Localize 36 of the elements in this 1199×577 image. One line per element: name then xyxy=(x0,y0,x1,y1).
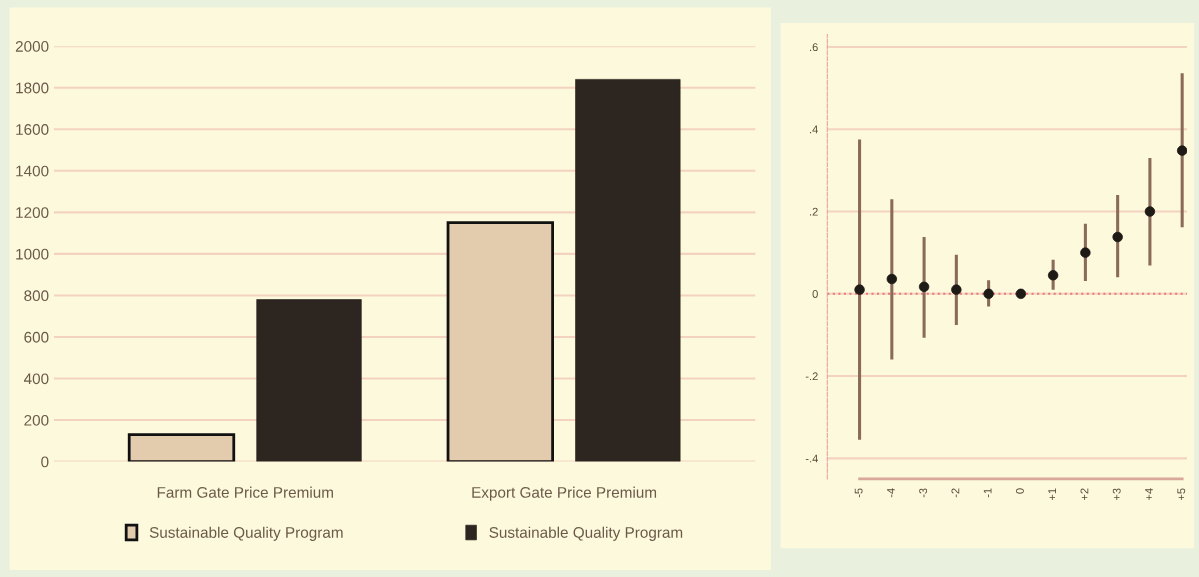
bar xyxy=(256,299,362,462)
x-tick-label: Export Gate Price Premium xyxy=(472,486,657,501)
y-tick-label: 600 xyxy=(24,331,49,343)
x-tick-label: -3 xyxy=(919,488,928,498)
x-tick-label: -2 xyxy=(951,488,960,498)
x-tick-label: -4 xyxy=(887,488,895,498)
x-tick-label: +2 xyxy=(1080,488,1089,501)
y-tick-label: 2000 xyxy=(15,41,49,52)
x-tick-label: +4 xyxy=(1145,488,1153,501)
y-tick-label: 1000 xyxy=(16,248,49,260)
bar xyxy=(127,433,236,462)
y-tick-label: 1400 xyxy=(16,165,49,177)
y-tick-label: .6 xyxy=(810,43,818,52)
x-tick-label: 0 xyxy=(1015,488,1024,494)
x-tick-label: -1 xyxy=(983,488,992,498)
y-tick-label: 0 xyxy=(812,290,818,298)
x-tick-label: +3 xyxy=(1112,488,1121,501)
x-tick-label: +5 xyxy=(1177,488,1186,501)
y-tick-label: 400 xyxy=(23,373,49,385)
y-tick-label: 1800 xyxy=(16,82,49,94)
legend-label: Sustainable Quality Program xyxy=(149,526,343,541)
y-tick-label: 1200 xyxy=(16,207,49,219)
y-tick-label: 1600 xyxy=(16,124,49,135)
bar xyxy=(446,221,554,462)
y-tick-label: 800 xyxy=(24,290,49,302)
y-tick-label: -.4 xyxy=(805,454,818,463)
bar xyxy=(575,79,681,462)
y-tick-label: .2 xyxy=(810,207,818,216)
x-tick-label: Farm Gate Price Premium xyxy=(157,486,333,498)
y-tick-label: 200 xyxy=(24,414,49,426)
legend-label: Sustainable Quality Program xyxy=(489,526,683,541)
y-tick-label: .4 xyxy=(810,125,818,134)
x-tick-label: -5 xyxy=(854,488,863,498)
y-tick-label: -.2 xyxy=(805,372,818,381)
x-tick-label: +1 xyxy=(1048,488,1056,501)
y-tick-label: 0 xyxy=(41,456,49,468)
